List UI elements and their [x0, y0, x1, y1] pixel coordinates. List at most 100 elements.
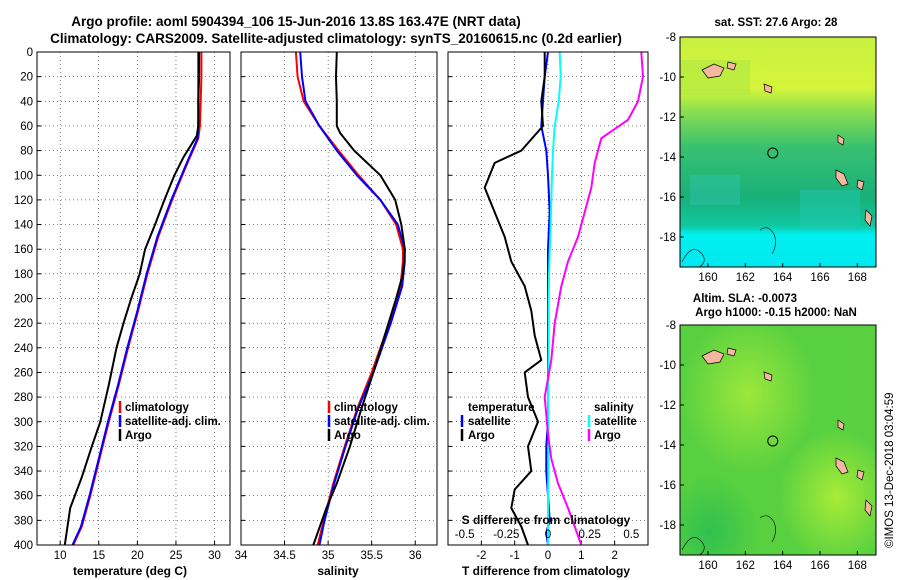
- map-x-tick-label: 160: [698, 272, 717, 284]
- y-tick-label: 300: [14, 417, 33, 429]
- y-tick-label: 100: [14, 170, 33, 182]
- sst-patch: [800, 190, 860, 230]
- map-y-tick-label: -16: [659, 480, 676, 492]
- map-y-tick-label: -8: [666, 32, 676, 44]
- x-tick-label: 35.5: [360, 550, 382, 562]
- bathymetry-contour: [759, 515, 776, 543]
- temperature-axes-frame: [36, 51, 231, 546]
- map-y-tick-label: -12: [659, 400, 676, 412]
- legend-label-sal-argo: Argo: [594, 430, 621, 442]
- difference-panel: -2 -1 0 1 2 T difference from climatology S …: [447, 51, 649, 578]
- map-x-tick-label: 162: [736, 272, 755, 284]
- bathymetry-contour: [681, 249, 705, 267]
- x-tick-label: 15: [92, 550, 105, 562]
- island: [763, 83, 773, 94]
- y-tick-label: 180: [14, 269, 33, 281]
- sla-map-title-line1: Altim. SLA: -0.0073: [693, 293, 797, 305]
- figure-title-line1: Argo profile: aoml 5904394_106 15-Jun-20…: [71, 14, 520, 29]
- y-tick-label: 380: [14, 515, 33, 527]
- map-x-tick-label: 162: [736, 560, 755, 572]
- y-tick-label: 360: [14, 491, 33, 503]
- island: [701, 349, 725, 365]
- sst-map-panel: sat. SST: 27.6 Argo: 28 160 162 164 166 168 -…: [659, 17, 877, 284]
- island: [835, 169, 849, 187]
- y-tick-label: 60: [20, 121, 33, 133]
- credit-label: ©IMOS 13-Dec-2018 03:04:59: [884, 392, 896, 548]
- island: [726, 61, 737, 71]
- temperature-ticks: 10 15 20 25 30020406080100120140160180200220…: [14, 47, 221, 562]
- sst-map-frame: [679, 36, 877, 268]
- sla-map-panel: Altim. SLA: -0.0073 Argo h1000: -0.15 h2…: [659, 293, 877, 572]
- bathymetry-contour: [681, 537, 705, 555]
- x-tick-label: -2: [476, 550, 486, 562]
- series-line-temperature-argo: [483, 52, 546, 545]
- map-x-tick-label: 166: [810, 272, 829, 284]
- argo-position-marker: [767, 435, 779, 447]
- map-x-tick-label: 160: [698, 560, 717, 572]
- x2-tick-label: 0.25: [578, 529, 600, 541]
- difference-legend-left: temperature satellite Argo: [460, 402, 534, 442]
- temperature-panel: 10 15 20 25 30020406080100120140160180200220…: [14, 47, 231, 578]
- y-tick-label: 340: [14, 466, 33, 478]
- difference-xlabel: T difference from climatology: [462, 564, 630, 578]
- salinity-axes-frame: [240, 51, 438, 546]
- y-tick-label: 40: [20, 96, 33, 108]
- x-tick-label: 10: [54, 550, 67, 562]
- figure-title-line2: Climatology: CARS2009. Satellite-adjuste…: [50, 31, 622, 46]
- legend-label-climatology: climatology: [125, 402, 190, 414]
- temperature-legend: climatology satellite-adj. clim. Argo: [118, 401, 221, 442]
- salinity-legend: climatology satellite-adj. clim. Argo: [327, 401, 430, 442]
- salinity-lines: [294, 52, 406, 545]
- y-tick-label: 280: [14, 392, 33, 404]
- legend-label-argo: Argo: [334, 430, 361, 442]
- sst-map-ticks: 160 162 164 166 168 -8 -10 -12 -14 -16 -18: [659, 32, 867, 284]
- island: [856, 179, 865, 191]
- island: [726, 347, 737, 357]
- legend-label-temp-argo: Argo: [468, 430, 495, 442]
- y-tick-label: 200: [14, 294, 33, 306]
- x2-tick-label: -0.25: [493, 529, 519, 541]
- series-line-argo: [312, 52, 406, 545]
- island: [864, 499, 873, 517]
- y-tick-label: 320: [14, 441, 33, 453]
- difference-legend-right: salinity satellite Argo: [587, 402, 637, 442]
- legend-label-argo: Argo: [125, 430, 152, 442]
- island: [864, 209, 873, 227]
- x2-tick-label: 0.5: [623, 529, 639, 541]
- y-tick-label: 120: [14, 195, 33, 207]
- sla-map-ticks: 160 162 164 166 168 -8 -10 -12 -14 -16 -18: [659, 320, 867, 572]
- map-x-tick-label: 164: [773, 560, 793, 572]
- y-tick-label: 160: [14, 244, 33, 256]
- island: [856, 469, 865, 481]
- temperature-grid: [37, 51, 230, 546]
- x-tick-label: 36: [409, 550, 422, 562]
- map-y-tick-label: -10: [659, 360, 676, 372]
- y-tick-label: 140: [14, 220, 33, 232]
- y-tick-label: 80: [20, 146, 33, 158]
- difference-xlabel2: S difference from climatology: [462, 513, 631, 527]
- salinity-xlabel: salinity: [317, 564, 359, 578]
- map-y-tick-label: -14: [659, 440, 676, 452]
- bathymetry-contour: [759, 227, 776, 255]
- legend-title-salinity: salinity: [594, 402, 634, 414]
- map-y-tick-label: -10: [659, 72, 676, 84]
- x-tick-label: 30: [208, 550, 221, 562]
- x-tick-label: 2: [611, 550, 617, 562]
- map-y-tick-label: -8: [666, 320, 676, 332]
- series-line-salinity-argo: [543, 52, 644, 545]
- island: [837, 419, 845, 431]
- difference-lines: [483, 52, 644, 545]
- legend-label-climatology: climatology: [334, 402, 399, 414]
- x-tick-label: 1: [578, 550, 584, 562]
- legend-title-temperature: temperature: [468, 402, 534, 414]
- x-tick-label: 20: [131, 550, 144, 562]
- island: [835, 457, 849, 475]
- map-y-tick-label: -18: [659, 232, 676, 244]
- y-tick-label: 220: [14, 318, 33, 330]
- temperature-lines: [63, 52, 203, 545]
- island: [837, 134, 845, 146]
- map-y-tick-label: -16: [659, 192, 676, 204]
- legend-label-satellite: satellite-adj. clim.: [334, 416, 430, 428]
- series-line-argo: [63, 52, 201, 545]
